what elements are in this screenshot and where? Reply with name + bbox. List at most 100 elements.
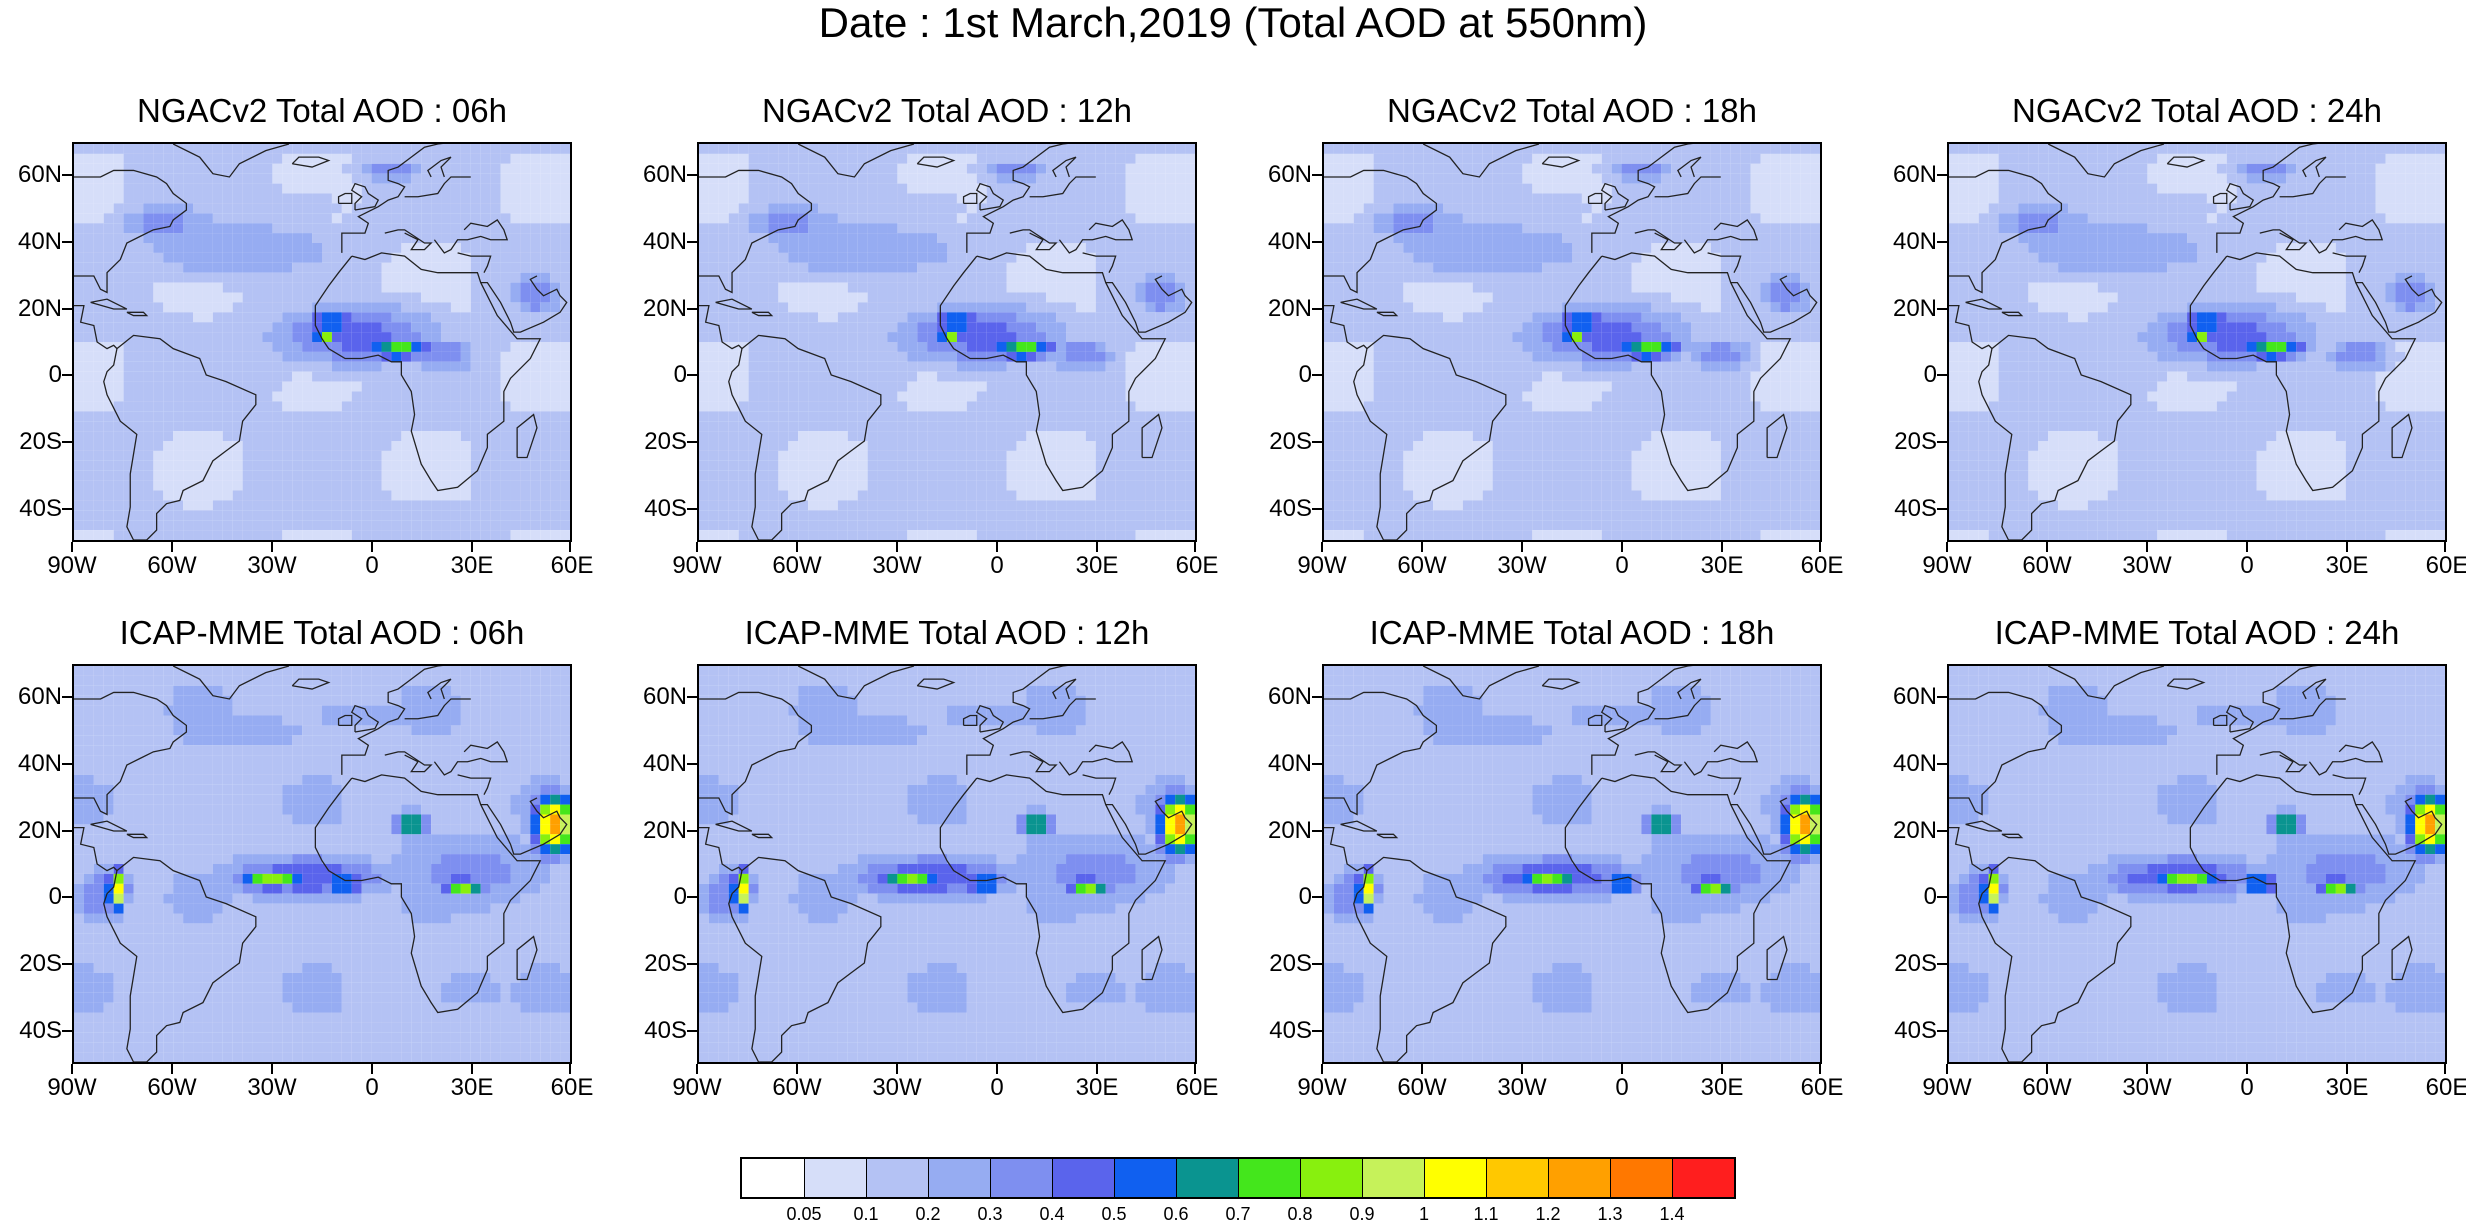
colorbar-label: 0.9 (1349, 1204, 1374, 1224)
lon-tick-mark (896, 542, 898, 552)
colorbar-label: 0.6 (1163, 1204, 1188, 1224)
lat-tick-label: 40S (19, 497, 62, 521)
lon-tick-label: 30W (872, 1076, 921, 1100)
lat-tick-mark (687, 963, 697, 965)
lat-tick-mark (1937, 308, 1947, 310)
lat-tick-label: 20N (1268, 297, 1312, 321)
lon-tick-mark (569, 542, 571, 552)
lat-tick-mark (1937, 374, 1947, 376)
lon-tick-label: 30E (451, 1076, 494, 1100)
map-plot-area (72, 664, 572, 1064)
lon-tick-mark (796, 1064, 798, 1074)
lat-tick-mark (1937, 441, 1947, 443)
lat-tick-label: 60N (1893, 163, 1937, 187)
lat-tick-label: 60N (643, 163, 687, 187)
lon-tick-label: 30E (2326, 1076, 2369, 1100)
lon-tick-mark (2246, 1064, 2248, 1074)
lon-tick-mark (371, 1064, 373, 1074)
colorbar-swatch (1114, 1159, 1176, 1197)
lon-tick-mark (1721, 1064, 1723, 1074)
lon-tick-mark (2046, 542, 2048, 552)
lon-tick-mark (1946, 542, 1948, 552)
colorbar-swatch (1300, 1159, 1362, 1197)
lon-tick-label: 0 (365, 1076, 378, 1100)
map-plot-area (1947, 142, 2447, 542)
colorbar-label: 1 (1419, 1204, 1429, 1224)
lon-tick-mark (1194, 1064, 1196, 1074)
lat-tick-mark (62, 1030, 72, 1032)
lat-tick-mark (1937, 696, 1947, 698)
lon-tick-label: 60W (772, 1076, 821, 1100)
lon-tick-label: 30W (872, 554, 921, 578)
lon-tick-label: 90W (1297, 554, 1346, 578)
lon-tick-mark (371, 542, 373, 552)
lon-tick-mark (1621, 542, 1623, 552)
lat-tick-mark (687, 830, 697, 832)
colorbar-swatch (928, 1159, 990, 1197)
lon-tick-mark (1321, 1064, 1323, 1074)
lat-tick-label: 0 (1924, 363, 1937, 387)
aod-colorbar (740, 1157, 1736, 1199)
lat-tick-mark (1312, 963, 1322, 965)
lat-tick-label: 60N (643, 685, 687, 709)
lat-tick-mark (687, 696, 697, 698)
lat-tick-mark (1937, 963, 1947, 965)
lat-tick-label: 20S (19, 430, 62, 454)
lon-tick-label: 0 (990, 1076, 1003, 1100)
lon-tick-mark (2346, 542, 2348, 552)
lon-tick-label: 60E (1801, 1076, 1844, 1100)
lat-tick-mark (1937, 241, 1947, 243)
lat-tick-label: 40S (1269, 1019, 1312, 1043)
lat-tick-mark (687, 1030, 697, 1032)
lat-tick-mark (1312, 1030, 1322, 1032)
lat-tick-label: 20N (643, 297, 687, 321)
lat-tick-mark (1312, 174, 1322, 176)
aod-field (74, 666, 570, 1062)
lat-tick-label: 0 (674, 885, 687, 909)
lon-tick-label: 60E (551, 1076, 594, 1100)
colorbar-swatch (866, 1159, 928, 1197)
lon-tick-label: 90W (672, 554, 721, 578)
lon-tick-label: 30W (247, 554, 296, 578)
lon-tick-mark (1096, 542, 1098, 552)
panel-title: ICAP-MME Total AOD : 18h (1322, 614, 1822, 652)
lon-tick-mark (471, 1064, 473, 1074)
lon-tick-label: 0 (990, 554, 1003, 578)
lat-tick-label: 20S (1269, 952, 1312, 976)
lon-tick-label: 60W (2022, 1076, 2071, 1100)
lon-tick-label: 90W (1297, 1076, 1346, 1100)
lat-tick-label: 20N (18, 819, 62, 843)
lat-tick-mark (687, 508, 697, 510)
lat-tick-mark (62, 441, 72, 443)
aod-field (1324, 666, 1820, 1062)
lat-tick-mark (687, 174, 697, 176)
colorbar-label: 1.3 (1597, 1204, 1622, 1224)
map-plot-area (1322, 664, 1822, 1064)
lon-tick-mark (2146, 542, 2148, 552)
map-plot-area (697, 664, 1197, 1064)
aod-field (1949, 144, 2445, 540)
lon-tick-label: 60E (1176, 1076, 1219, 1100)
lon-tick-mark (271, 1064, 273, 1074)
colorbar-label: 1.2 (1535, 1204, 1560, 1224)
lat-tick-mark (687, 308, 697, 310)
aod-field (699, 144, 1195, 540)
lat-tick-label: 20S (644, 430, 687, 454)
lon-tick-label: 30W (2122, 1076, 2171, 1100)
lat-tick-label: 40S (1269, 497, 1312, 521)
colorbar-label: 0.7 (1225, 1204, 1250, 1224)
lat-tick-mark (687, 374, 697, 376)
panel-title: ICAP-MME Total AOD : 12h (697, 614, 1197, 652)
lat-tick-mark (62, 374, 72, 376)
lon-tick-mark (1621, 1064, 1623, 1074)
colorbar-swatch (1238, 1159, 1300, 1197)
lon-tick-label: 60E (551, 554, 594, 578)
lon-tick-mark (2444, 1064, 2446, 1074)
lon-tick-label: 0 (2240, 554, 2253, 578)
lat-tick-label: 20S (644, 952, 687, 976)
lon-tick-label: 90W (47, 1076, 96, 1100)
lon-tick-mark (2146, 1064, 2148, 1074)
lat-tick-label: 0 (49, 885, 62, 909)
